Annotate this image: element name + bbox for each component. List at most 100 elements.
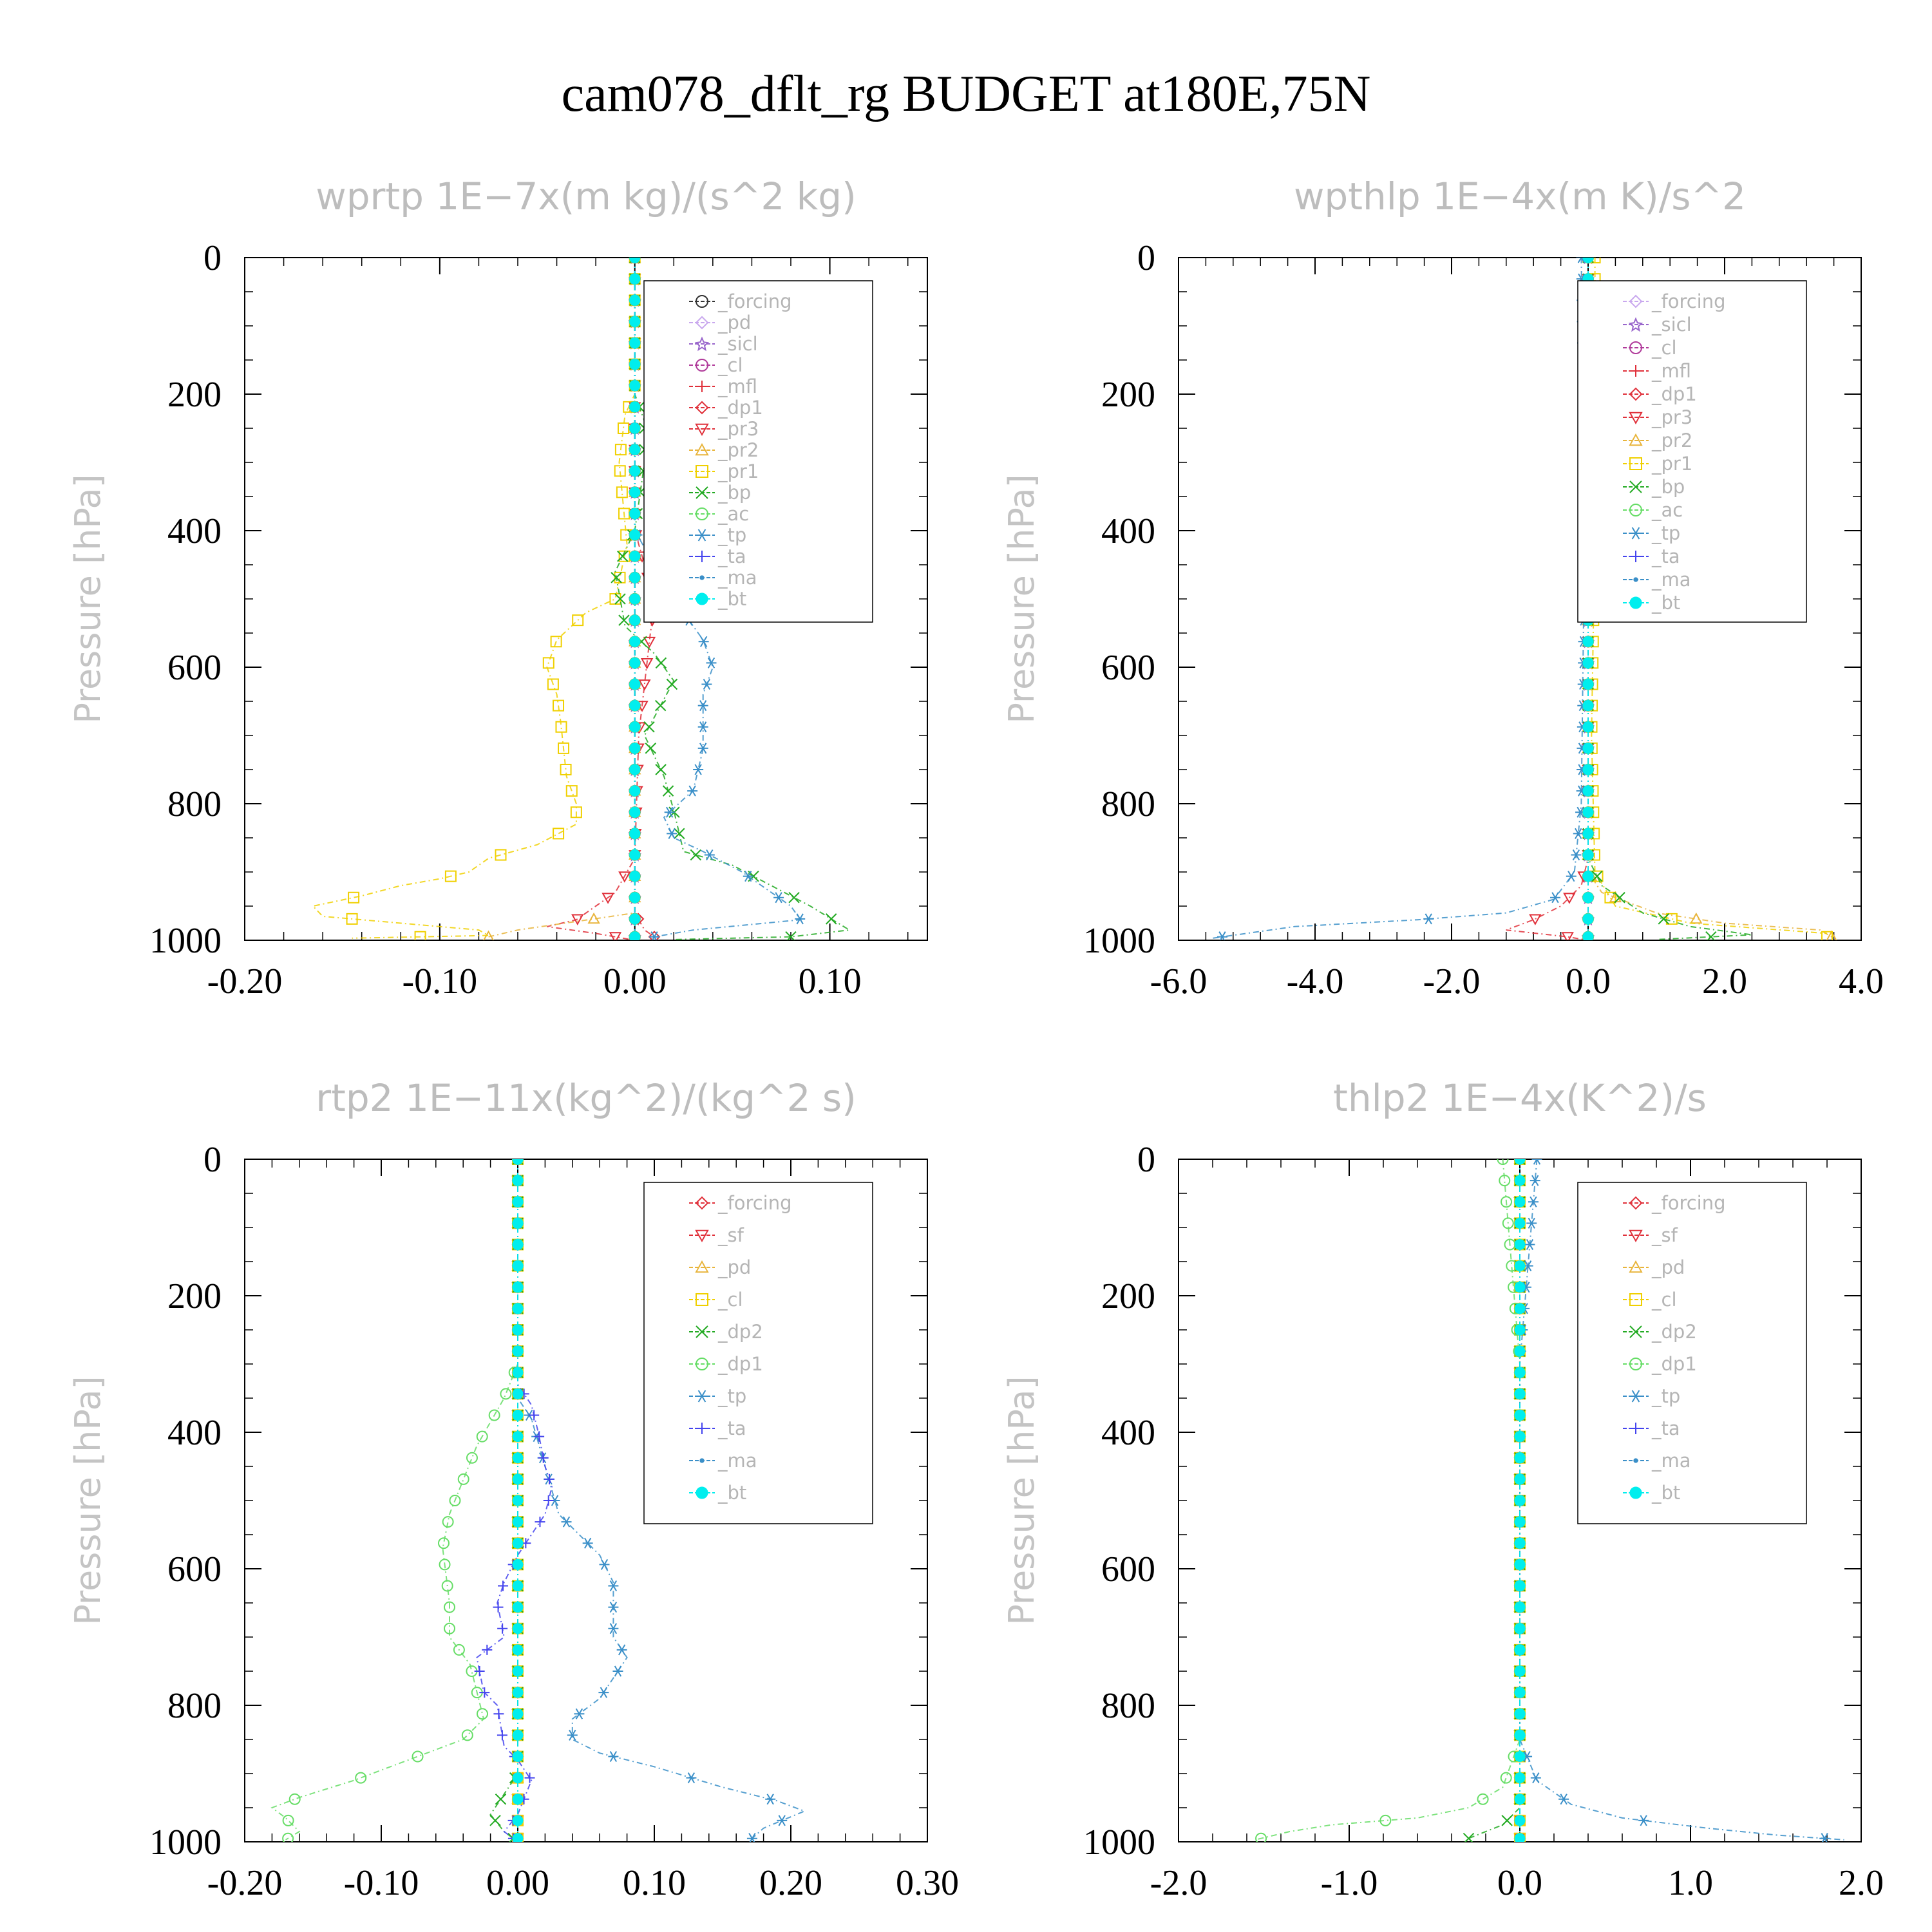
legend-label: _cl — [717, 1289, 743, 1311]
data-point — [512, 1239, 524, 1250]
legend-marker — [699, 1458, 705, 1463]
data-point — [629, 614, 641, 626]
data-point — [614, 571, 626, 583]
x-tick-label: -2.0 — [1150, 1863, 1208, 1903]
legend-marker — [696, 507, 708, 520]
data-point — [1217, 931, 1227, 940]
data-point — [629, 871, 641, 882]
data-point — [1514, 1431, 1526, 1443]
data-point — [512, 1729, 524, 1741]
data-point — [1582, 871, 1594, 882]
data-point — [538, 1452, 549, 1463]
legend-marker — [696, 295, 708, 308]
y-axis-label: Pressure [hPa] — [1001, 1376, 1042, 1625]
data-point — [1514, 1708, 1526, 1719]
y-tick-label: 1000 — [1083, 1823, 1155, 1862]
data-point — [543, 1495, 554, 1506]
legend-label: _bp — [717, 482, 751, 504]
data-point — [629, 931, 641, 940]
legend-marker — [1629, 1358, 1642, 1370]
data-point — [687, 785, 698, 797]
x-tick-label: 0.00 — [603, 961, 667, 1001]
legend-label: _tp — [1651, 522, 1680, 544]
data-point — [674, 828, 685, 840]
data-point — [614, 593, 626, 605]
data-point — [348, 891, 360, 904]
data-point — [512, 1644, 524, 1656]
data-point — [461, 1729, 473, 1741]
legend-marker — [1629, 480, 1642, 493]
x-tick-label: -1.0 — [1321, 1863, 1378, 1903]
x-tick-label: 4.0 — [1839, 961, 1884, 1001]
data-point — [773, 892, 784, 904]
data-point — [1514, 1282, 1526, 1293]
legend-label: _pr1 — [717, 460, 759, 482]
legend-marker — [1629, 1325, 1642, 1338]
chart-panel-3: rtp2 1E−11x(kg^2)/(kg^2 s) Pressure [hPa]… — [68, 1076, 959, 1903]
data-point — [609, 932, 622, 940]
data-point — [500, 1388, 512, 1400]
y-tick-label: 800 — [1101, 1686, 1155, 1726]
data-point — [512, 1665, 524, 1677]
data-point — [629, 316, 641, 327]
legend-label: _cl — [1651, 337, 1677, 359]
data-point — [1514, 1303, 1526, 1314]
data-point — [488, 1409, 500, 1421]
legend-label: _pr3 — [717, 418, 759, 440]
data-point — [826, 913, 837, 925]
data-point — [512, 1410, 524, 1421]
data-point — [704, 849, 715, 861]
series-group — [312, 258, 851, 940]
legend-marker — [1629, 433, 1643, 446]
data-point — [444, 870, 457, 882]
data-point — [571, 914, 584, 925]
legend-label: _ta — [1651, 1417, 1680, 1439]
data-point — [449, 1495, 461, 1506]
data-point — [629, 593, 641, 605]
legend-marker — [695, 401, 709, 415]
y-axis-label: Pressure [hPa] — [1001, 474, 1042, 723]
data-point — [743, 871, 753, 882]
series-line — [270, 1159, 518, 1841]
data-point — [414, 931, 426, 940]
data-point — [1501, 1196, 1513, 1208]
data-point — [493, 1602, 504, 1613]
data-point — [655, 657, 667, 669]
data-point — [1514, 1537, 1526, 1549]
data-point — [629, 785, 641, 797]
data-point — [479, 1687, 490, 1698]
legend-marker — [1629, 1486, 1642, 1499]
data-point — [1514, 1159, 1526, 1165]
legend-label: _sicl — [717, 333, 758, 355]
legend-label: _tp — [717, 524, 746, 546]
data-point — [765, 1794, 776, 1805]
legend-label: _pd — [717, 312, 751, 334]
data-point — [574, 1708, 585, 1719]
legend-marker — [696, 1325, 708, 1338]
data-point — [1582, 679, 1594, 690]
data-point — [1638, 1815, 1649, 1826]
legend-box — [1577, 280, 1807, 623]
legend-label: _bt — [717, 1482, 746, 1504]
legend-marker — [696, 592, 708, 605]
data-point — [1514, 1367, 1526, 1378]
data-point — [648, 931, 661, 940]
data-point — [599, 1558, 610, 1570]
data-point — [608, 1580, 619, 1592]
legend-marker — [696, 1358, 708, 1370]
data-point — [1463, 1832, 1475, 1842]
data-point — [1514, 1410, 1526, 1421]
y-tick-label: 0 — [1137, 238, 1155, 278]
data-point — [1561, 932, 1574, 940]
data-point — [655, 764, 667, 775]
legend-marker — [1629, 1229, 1643, 1243]
data-point — [1573, 828, 1584, 839]
legend: _forcing _sf _pd _cl _dp2 _dp1 _tp _ta _ma _bt — [643, 1182, 873, 1524]
data-point — [529, 1410, 540, 1421]
legend-label: _ma — [717, 1450, 757, 1472]
data-point — [1566, 871, 1577, 882]
legend: _forcing _sf _pd _cl _dp2 _dp1 _tp _ta _ma _bt — [1577, 1182, 1807, 1524]
data-point — [1531, 1159, 1542, 1165]
legend-box — [1577, 1182, 1807, 1524]
legend-marker — [696, 1423, 708, 1434]
